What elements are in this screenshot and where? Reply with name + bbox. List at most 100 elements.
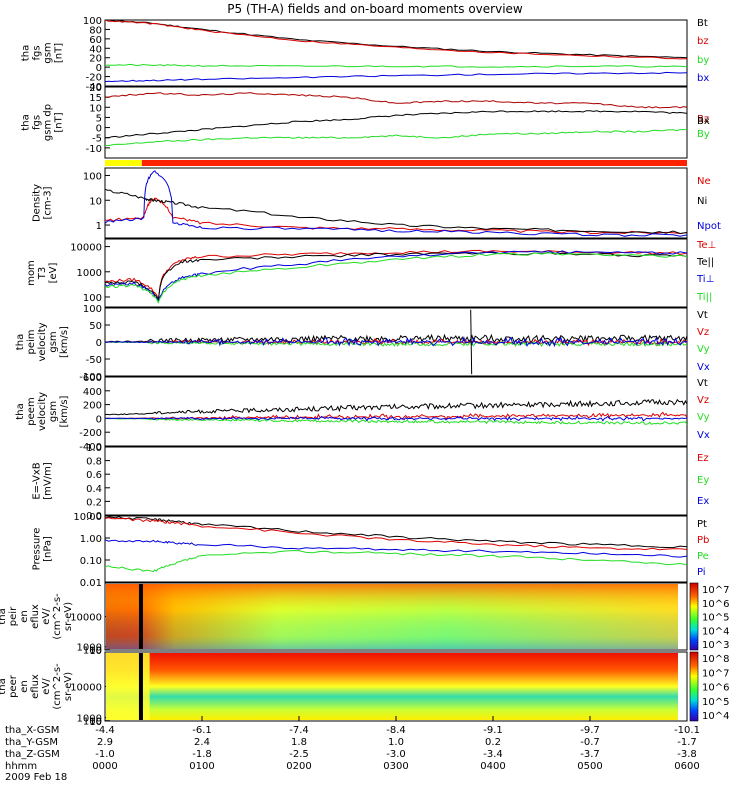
- series-line-vx: [105, 336, 687, 348]
- y-axis-label-line: fgs: [32, 115, 43, 130]
- y-tick-label: 100: [83, 304, 102, 315]
- footer-value: -8.4: [386, 725, 406, 736]
- footer-value: 0400: [480, 761, 505, 772]
- panel-frame: [104, 238, 688, 308]
- y-tick-label: 100: [83, 16, 102, 27]
- series-line-pb: [105, 517, 687, 551]
- y-axis-label-line: velocity: [37, 322, 48, 361]
- footer-row-label: tha_X-GSM: [5, 725, 59, 736]
- y-axis-label-line: peem: [26, 397, 37, 425]
- legend-entry: Ne: [697, 176, 711, 187]
- legend-entry: Vy: [697, 412, 710, 423]
- panel-frame: [104, 376, 688, 447]
- legend-entry: Pe: [697, 551, 709, 562]
- y-axis-label-line: en: [19, 680, 30, 693]
- y-axis-label-line: peer: [8, 674, 19, 698]
- y-axis-label: momT3[eV]: [26, 260, 59, 286]
- footer-value: -3.8: [677, 749, 697, 760]
- colorbar-tick-label: 10^3: [702, 640, 729, 651]
- series-group: [105, 170, 687, 237]
- series-line-pt: [105, 516, 687, 549]
- y-axis-label-line: tha: [15, 403, 26, 419]
- y-tick-label: 10: [89, 717, 102, 728]
- y-axis-label: thapeimvelocitygsm[km/s]: [15, 322, 70, 361]
- y-tick-label: 0: [96, 414, 102, 425]
- y-axis-label: E=-VxB[mV/m]: [32, 462, 54, 500]
- colorbar-tick-label: 10^5: [702, 613, 729, 624]
- footer-value: -1.0: [95, 749, 115, 760]
- panel-4: momT3[eV] 10000 1000 100 Te⊥ Te|| Ti⊥ Ti||: [26, 238, 716, 308]
- y-axis-label-line: eflux: [30, 604, 41, 629]
- y-axis-label-line: T3: [37, 267, 48, 280]
- footer-row-label: tha_Z-GSM: [5, 749, 60, 760]
- legend-entry: By: [697, 129, 710, 140]
- spectrogram-gap: [138, 584, 143, 649]
- series-group: [105, 92, 687, 147]
- panel-frame: [104, 86, 688, 159]
- spectrogram-overlay: [106, 584, 678, 649]
- legend-entry: Pb: [697, 535, 709, 546]
- y-axis-label-line: fgs: [32, 45, 43, 60]
- legend-entry: Ni: [697, 196, 707, 207]
- y-tick-label: 1: [96, 221, 102, 232]
- footer-value: -1.8: [192, 749, 212, 760]
- series-line-ni: [105, 188, 687, 235]
- footer-value: 0200: [286, 761, 311, 772]
- footer-value: 0000: [92, 761, 117, 772]
- y-axis-label-line: Pressure: [32, 528, 43, 571]
- y-tick-label: 20: [89, 83, 102, 94]
- y-tick-label: 50: [89, 321, 102, 332]
- colorbar-tick-label: 10^7: [702, 585, 729, 596]
- footer-value: 1.8: [291, 737, 307, 748]
- y-axis-label-line: eflux: [30, 674, 41, 699]
- y-tick-label: -20: [86, 73, 102, 84]
- y-axis-label-line: tha: [0, 608, 8, 624]
- y-tick-label: -5: [92, 134, 102, 145]
- spectrogram-early: [106, 653, 150, 720]
- y-axis-label-line: tha: [21, 114, 32, 130]
- legend-entry: Ex: [697, 496, 709, 507]
- spectrogram-gap: [138, 653, 143, 720]
- y-axis-label-line: tha: [15, 334, 26, 350]
- colorbar-tick-label: 10^6: [702, 599, 729, 610]
- y-axis-label-line: [cm-3]: [43, 186, 54, 219]
- y-tick-label: 100: [83, 717, 102, 728]
- footer-value: -9.1: [483, 725, 503, 736]
- y-tick-label: 40: [89, 44, 102, 55]
- y-tick-label: 1.00: [80, 534, 102, 545]
- y-axis-label-line: gsm: [48, 331, 59, 352]
- y-tick-label: 10: [89, 646, 102, 657]
- y-tick-label: 10000: [70, 683, 102, 694]
- legend-entry: Vy: [697, 344, 710, 355]
- footer-value: 0600: [674, 761, 699, 772]
- series-line-ti: [105, 252, 687, 304]
- colorbar: [689, 582, 699, 651]
- y-axis-label: thapeirenefluxeV/(cm^2-s-sr-eV): [0, 593, 74, 640]
- y-axis-label-line: gsm: [43, 42, 54, 63]
- footer-value: 1.0: [388, 737, 404, 748]
- series-group: [105, 398, 687, 425]
- y-axis-label: Pressure[nPa]: [32, 528, 54, 571]
- panel-frame: [104, 167, 688, 239]
- series-line-vt: [105, 333, 687, 344]
- y-axis-label-line: [km/s]: [59, 326, 70, 358]
- panel-frame: [104, 446, 688, 516]
- footer-group: tha_X-GSM -4.4 -6.1 -7.4 -8.4 -9.1 -9.7 -10.1 th…: [5, 716, 700, 783]
- series-line-vy: [105, 417, 687, 425]
- y-tick-label: 10000: [70, 613, 102, 624]
- legend-entry: Bt: [697, 18, 708, 29]
- series-line-te: [105, 249, 687, 300]
- y-axis-label-line: (cm^2-s-: [52, 593, 63, 640]
- legend-entry: bx: [697, 73, 709, 84]
- series-group: [105, 249, 687, 304]
- y-axis-label-line: gsm dp: [43, 104, 54, 141]
- colorbar-tick-label: 10^7: [702, 668, 729, 679]
- legend-entry: Ti⊥: [696, 274, 714, 285]
- footer-row-label: tha_Y-GSM: [5, 737, 58, 748]
- y-axis-label-line: [nT]: [54, 43, 65, 63]
- footer-value: -1.7: [677, 737, 697, 748]
- y-axis-label-line: eV/: [41, 608, 52, 625]
- y-tick-label: 100: [83, 171, 102, 182]
- footer-value: 0100: [189, 761, 214, 772]
- y-axis-label-line: peim: [26, 329, 37, 354]
